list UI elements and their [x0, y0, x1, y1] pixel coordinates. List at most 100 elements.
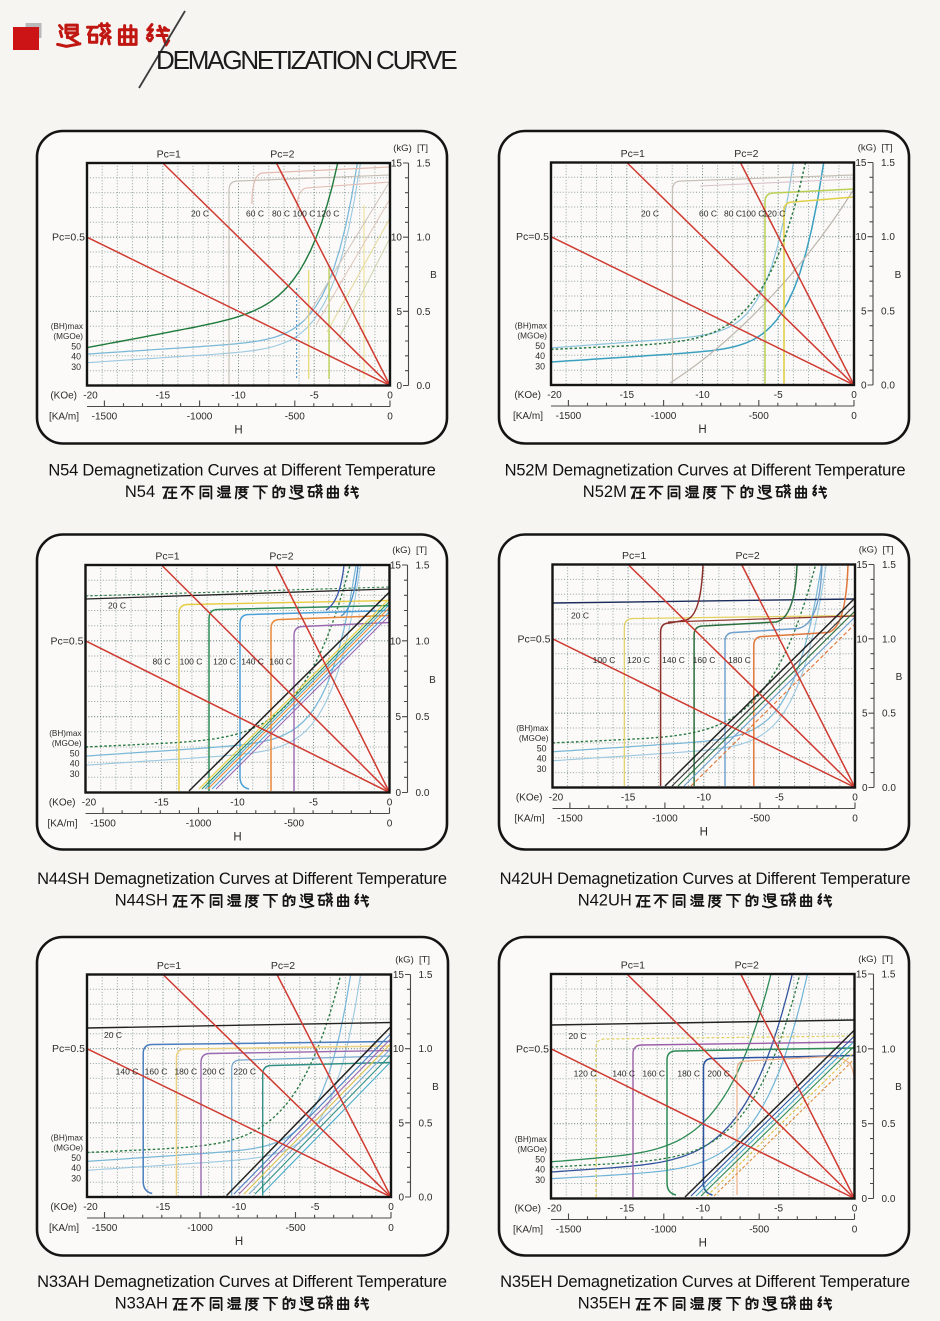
svg-text:220 C: 220 C	[233, 1066, 256, 1076]
svg-text:[KA/m]: [KA/m]	[513, 411, 543, 422]
svg-text:[KA/m]: [KA/m]	[513, 1225, 543, 1236]
svg-text:0.5: 0.5	[419, 1118, 433, 1129]
svg-text:140 C: 140 C	[662, 655, 685, 665]
svg-text:(MGOe): (MGOe)	[53, 332, 83, 341]
svg-text:-5: -5	[775, 793, 784, 804]
svg-text:(kG): (kG)	[858, 143, 876, 154]
svg-text:-15: -15	[156, 1202, 171, 1213]
svg-text:0: 0	[851, 411, 857, 422]
svg-text:160 C: 160 C	[642, 1069, 665, 1079]
svg-text:200 C: 200 C	[202, 1066, 225, 1076]
svg-text:160 C: 160 C	[693, 655, 716, 665]
svg-text:0: 0	[861, 381, 867, 392]
svg-text:(BH)max: (BH)max	[49, 729, 81, 738]
svg-text:1.5: 1.5	[881, 158, 895, 169]
svg-text:(KOe): (KOe)	[516, 793, 543, 804]
svg-text:Pc=0.5: Pc=0.5	[51, 635, 84, 647]
svg-text:-1500: -1500	[556, 411, 582, 422]
svg-text:H: H	[233, 832, 241, 844]
svg-text:40: 40	[537, 754, 547, 764]
svg-text:180 C: 180 C	[174, 1066, 197, 1076]
svg-text:50: 50	[70, 749, 80, 759]
svg-text:15: 15	[856, 560, 868, 571]
svg-text:-500: -500	[749, 411, 769, 422]
svg-text:-5: -5	[774, 390, 783, 401]
svg-text:0.5: 0.5	[882, 1119, 896, 1130]
svg-text:(MGOe): (MGOe)	[52, 739, 82, 748]
svg-text:(MGOe): (MGOe)	[519, 734, 549, 743]
svg-text:H: H	[700, 827, 708, 839]
svg-text:120 C: 120 C	[213, 657, 236, 667]
svg-text:-1000: -1000	[652, 814, 678, 825]
svg-text:0: 0	[852, 1204, 858, 1215]
svg-text:5: 5	[395, 712, 401, 723]
svg-text:Pc=1: Pc=1	[621, 960, 645, 972]
svg-text:-5: -5	[309, 798, 318, 809]
svg-text:-1000: -1000	[187, 412, 213, 423]
svg-text:N42UH: N42UH	[578, 892, 632, 910]
svg-text:(kG): (kG)	[392, 545, 410, 556]
svg-text:15: 15	[856, 970, 868, 981]
svg-text:50: 50	[535, 341, 545, 351]
svg-text:1.0: 1.0	[882, 634, 896, 645]
svg-text:40: 40	[71, 1163, 81, 1173]
svg-text:5: 5	[861, 1119, 867, 1130]
svg-text:160 C: 160 C	[145, 1066, 168, 1076]
svg-text:140 C: 140 C	[612, 1069, 635, 1079]
svg-text:20 C: 20 C	[104, 1030, 122, 1040]
svg-text:[T]: [T]	[882, 545, 893, 556]
svg-text:-10: -10	[232, 1202, 247, 1213]
svg-text:0: 0	[861, 1194, 867, 1205]
svg-text:-1500: -1500	[556, 1225, 582, 1236]
svg-text:0: 0	[387, 391, 393, 402]
svg-text:1.5: 1.5	[882, 970, 896, 981]
svg-text:10: 10	[393, 1044, 405, 1055]
svg-text:0.5: 0.5	[417, 307, 431, 318]
svg-text:20 C: 20 C	[569, 1031, 587, 1041]
svg-text:N44SH Demagnetization Curves a: N44SH Demagnetization Curves at Differen…	[37, 870, 447, 888]
svg-text:(KOe): (KOe)	[514, 1204, 541, 1215]
svg-text:(KOe): (KOe)	[49, 798, 76, 809]
svg-text:(KOe): (KOe)	[514, 390, 541, 401]
svg-text:Pc=0.5: Pc=0.5	[518, 633, 551, 645]
svg-text:-5: -5	[310, 391, 319, 402]
svg-text:(BH)max: (BH)max	[51, 322, 83, 331]
svg-text:100 C: 100 C	[593, 655, 616, 665]
svg-text:0: 0	[852, 793, 858, 804]
svg-text:-15: -15	[620, 1204, 635, 1215]
svg-text:-10: -10	[697, 793, 712, 804]
svg-text:-10: -10	[696, 1204, 711, 1215]
svg-text:Pc=2: Pc=2	[269, 551, 293, 563]
svg-text:-15: -15	[620, 390, 635, 401]
svg-text:30: 30	[535, 1175, 545, 1185]
svg-text:Pc=2: Pc=2	[735, 960, 759, 972]
svg-text:0.5: 0.5	[881, 306, 895, 317]
svg-text:(MGOe): (MGOe)	[517, 332, 547, 341]
svg-text:15: 15	[855, 158, 867, 169]
svg-text:N54 Demagnetization Curves at: N54 Demagnetization Curves at Different …	[48, 462, 435, 480]
svg-text:5: 5	[396, 307, 402, 318]
svg-text:Pc=0.5: Pc=0.5	[52, 1043, 85, 1055]
svg-text:Pc=0.5: Pc=0.5	[516, 231, 549, 243]
svg-text:50: 50	[537, 744, 547, 754]
svg-text:-20: -20	[549, 793, 564, 804]
svg-text:80 C: 80 C	[724, 209, 742, 219]
svg-text:-20: -20	[83, 1202, 98, 1213]
svg-text:Pc=2: Pc=2	[270, 149, 294, 161]
svg-text:-500: -500	[285, 1223, 305, 1234]
svg-text:-1000: -1000	[651, 1225, 677, 1236]
svg-text:180 C: 180 C	[728, 655, 751, 665]
svg-text:-10: -10	[230, 798, 245, 809]
svg-text:-20: -20	[83, 391, 98, 402]
svg-text:(BH)max: (BH)max	[515, 1135, 547, 1144]
svg-text:N33AH: N33AH	[115, 1295, 168, 1313]
svg-text:180 C: 180 C	[677, 1069, 700, 1079]
svg-text:(kG): (kG)	[858, 954, 876, 965]
svg-text:1.0: 1.0	[882, 1044, 896, 1055]
svg-text:0.0: 0.0	[882, 1194, 896, 1205]
svg-text:0.5: 0.5	[882, 709, 896, 720]
svg-text:Pc=0.5: Pc=0.5	[52, 232, 85, 244]
svg-text:-20: -20	[547, 1204, 562, 1215]
svg-text:-500: -500	[750, 814, 770, 825]
svg-text:Pc=1: Pc=1	[157, 960, 181, 972]
